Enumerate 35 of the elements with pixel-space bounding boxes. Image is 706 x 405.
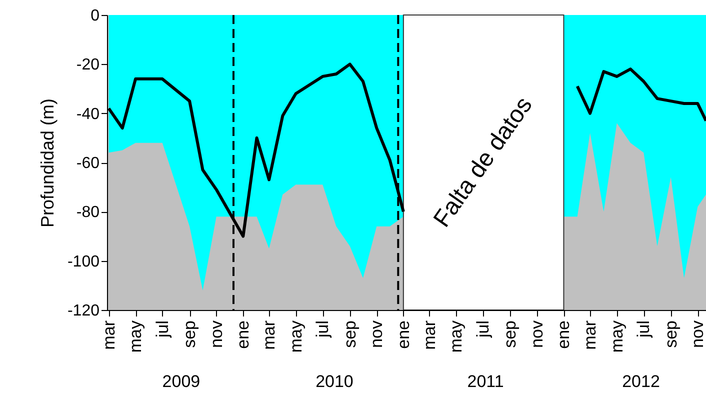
x-tick-label: ene [554,320,574,349]
x2-tick-label: 2012 [622,372,660,391]
x-tick-label: ene [394,320,413,349]
x2-tick-label: 2010 [316,372,354,391]
y-tick-label: -100 [67,253,100,270]
y-tick-label: -60 [76,155,100,172]
x-tick-label: mar [260,320,279,350]
x-tick-label: sep [340,320,360,348]
x-tick-label: nov [527,320,546,348]
x-tick-label: ene [234,320,253,349]
x-tick-label: nov [206,320,226,348]
x-tick-label: jul [313,320,332,339]
y-tick-label: -80 [76,204,100,222]
x-tick-label: jul [152,320,172,339]
x-tick-label: may [286,320,306,353]
y-axis-title: Profundidad (m) [37,98,58,228]
x-tick-label: mar [580,320,600,350]
x-tick-label: may [607,320,626,353]
x-tick-label: sep [180,320,200,348]
x-tick-label: may [446,320,466,353]
x-tick-label: sep [500,320,520,348]
x2-tick-label: 2011 [467,372,504,391]
y-tick-label: -40 [76,106,100,123]
x-tick-label: jul [473,320,492,339]
y-tick-label: -120 [67,302,100,320]
x-tick-label: may [126,320,146,353]
x-tick-label: sep [661,320,680,348]
x-tick-label: jul [634,320,654,339]
x-tick-label: mar [420,320,439,350]
y-tick-label: 0 [90,8,100,24]
x-tick-label: mar [99,320,118,350]
x-tick-label: nov [367,320,386,348]
x-tick-label: nov [688,320,706,348]
x2-tick-label: 2009 [162,372,200,391]
y-tick-label: -20 [76,56,100,74]
